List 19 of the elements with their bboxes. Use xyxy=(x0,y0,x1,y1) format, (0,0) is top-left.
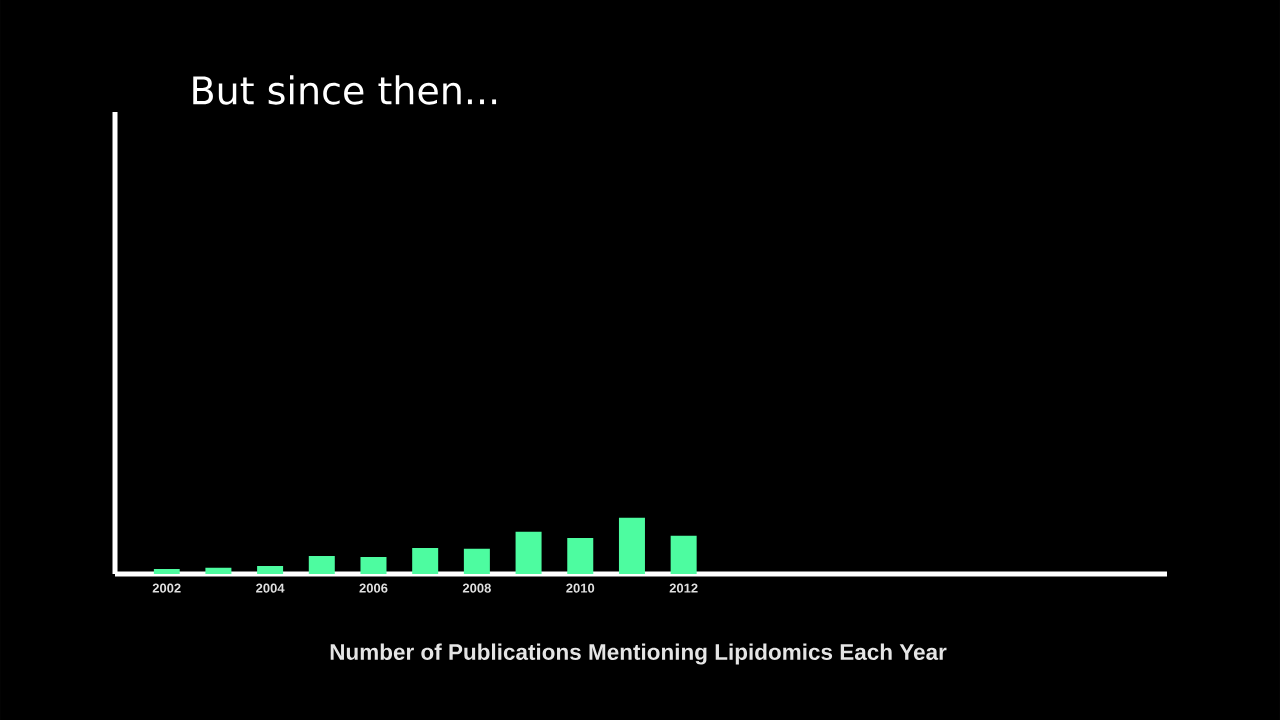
x-tick-label: 2008 xyxy=(462,583,491,593)
bar xyxy=(463,548,490,574)
x-tick-label: 2002 xyxy=(152,583,181,593)
bar xyxy=(412,548,439,574)
bar xyxy=(360,557,387,574)
bar xyxy=(153,568,180,574)
bar xyxy=(515,531,542,574)
x-tick-label: 2004 xyxy=(256,583,285,593)
bar xyxy=(567,537,594,574)
x-tick-label: 2010 xyxy=(566,583,595,593)
bar xyxy=(670,535,697,574)
bar xyxy=(257,566,284,574)
chart-title: But since then... xyxy=(193,75,497,105)
x-tick-label: 2006 xyxy=(359,583,388,593)
bar xyxy=(205,567,232,574)
bar xyxy=(618,517,645,574)
x-axis-title: Number of Publications Mentioning Lipidomics Each Year xyxy=(330,643,947,665)
bar xyxy=(308,555,335,574)
x-tick-label: 2012 xyxy=(669,583,698,593)
